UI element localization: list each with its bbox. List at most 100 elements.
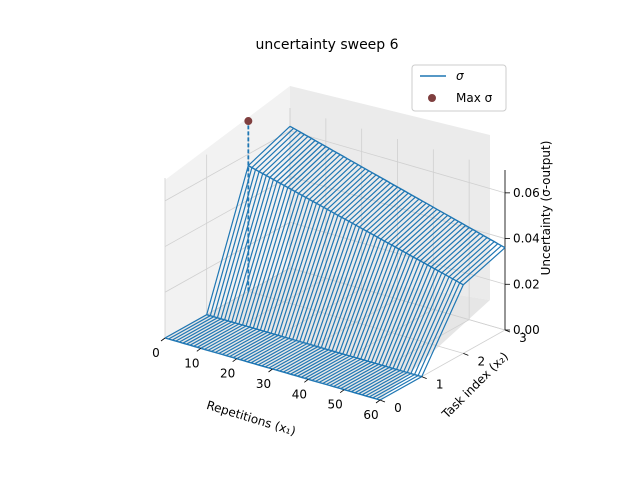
surface-wire-x1-59: [376, 245, 502, 400]
surface-wire-x1-14: [214, 154, 341, 354]
surface-wire-x1-56: [365, 239, 492, 397]
x-tick-label-4: 40: [292, 387, 307, 401]
surface-wire-x1-12: [207, 150, 334, 351]
surface-wire-x1-34: [286, 194, 413, 374]
x-tick-label-1: 10: [184, 356, 199, 370]
legend-label-max-sigma: Max σ: [456, 91, 493, 105]
x-tick-mark-1: [196, 348, 202, 352]
surface-wire-x1-40: [308, 206, 434, 380]
surface-wire-x1-37: [297, 200, 424, 377]
x-tick-mark-2: [232, 358, 237, 362]
grid-back-z-0: [289, 267, 506, 331]
surface-wire-x1-60: [379, 247, 506, 401]
surface-wire-x1-1: [168, 127, 295, 340]
surface-wire-x1-29: [268, 184, 395, 369]
surface-wire-x1-15: [218, 156, 345, 355]
legend-marker-swatch: [428, 94, 436, 102]
surface-wire-x1-53: [354, 233, 481, 394]
surface-wire-x1-23: [247, 172, 373, 363]
grid-left-z-2: [164, 176, 291, 247]
z-tick-label-0: 0.00: [513, 323, 540, 337]
surface-wire-x1-28: [265, 182, 391, 368]
legend: σ Max σ: [411, 64, 507, 112]
surface-wire-x1-43: [318, 212, 445, 383]
x-tick-mark-0: [160, 337, 166, 342]
surface-wire-x1-35: [290, 196, 416, 375]
surface-wire-x1-26: [257, 178, 384, 366]
y-tick-label-3: 3: [519, 331, 527, 345]
surface-wire-x1-54: [358, 235, 484, 395]
surface-wire-x1-45: [326, 216, 452, 386]
z-tick-label-3: 0.06: [513, 186, 540, 200]
surface-wire-x1-39: [304, 204, 431, 379]
surface-wire-x1-41: [311, 208, 438, 381]
surface-wire-x1-5: [182, 135, 309, 344]
surface-wire-x2-3: [289, 125, 506, 249]
surface-wire-x1-20: [236, 166, 363, 360]
surface-wire-x1-32: [279, 190, 406, 372]
surface-wire-x1-36: [293, 198, 420, 376]
grid-floor-y-2: [248, 290, 464, 354]
x-tick-mark-6: [375, 399, 381, 404]
surface-wire-x1-31: [275, 188, 402, 371]
surface-wire-x1-48: [336, 222, 463, 389]
surface-wire-x1-58: [372, 243, 499, 399]
surface-wire-x1-30: [272, 186, 398, 370]
surface-wire-x1-27: [261, 180, 388, 367]
surface-wire-x1-16: [222, 158, 348, 356]
axis-ticks: 0 10 20 30 40 50 60 0 1 2 30.00 0.02 0.04 0.06: [152, 186, 540, 422]
surface-wire-x1-33: [283, 192, 409, 373]
surface-wire-x1-21: [240, 168, 366, 361]
surface-wire-x1-10: [200, 146, 327, 349]
surface-wire-x1-9: [197, 144, 323, 348]
x-tick-mark-4: [304, 379, 309, 383]
chart-title: uncertainty sweep 6: [255, 37, 398, 53]
y-tick-label-2: 2: [478, 354, 486, 368]
y-tick-mark-0: [379, 399, 386, 403]
surface-wire-x1-44: [322, 214, 449, 385]
surface-wire-x1-8: [193, 142, 320, 347]
surface-wire-x1-50: [343, 227, 470, 391]
z-tick-label-2: 0.04: [513, 232, 540, 246]
surface-wire-x1-42: [315, 210, 441, 382]
surface-wire-x1-7: [189, 140, 316, 346]
surface-wire-x1-2: [171, 129, 298, 341]
surface-wire-x1-46: [329, 218, 456, 387]
surface-wire-x1-18: [229, 162, 355, 358]
surface-wire-x1-38: [300, 202, 427, 378]
surface-wire-x1-19: [232, 164, 359, 359]
max-sigma-marker: [244, 117, 253, 126]
surface-wire-x1-47: [333, 220, 459, 388]
surface-wire-x1-13: [211, 152, 338, 352]
x-tick-mark-3: [268, 368, 273, 373]
surface-wire-x1-49: [340, 225, 467, 390]
y-tick-label-0: 0: [394, 401, 402, 415]
x-tick-label-3: 30: [256, 377, 271, 391]
z-tick-label-1: 0.02: [513, 277, 540, 291]
grid-back-z-3: [289, 130, 506, 194]
x-tick-label-2: 20: [220, 367, 235, 381]
x-tick-label-0: 0: [152, 346, 160, 360]
y-tick-mark-1: [421, 376, 427, 380]
surface-wire-x1-4: [179, 133, 305, 343]
y-tick-mark-2: [463, 352, 469, 356]
surface-wire-x1-55: [361, 237, 488, 396]
surface-wire-x1-11: [204, 148, 330, 350]
surface-wire-x1-24: [250, 174, 377, 364]
surface-wire-x1-51: [347, 229, 474, 392]
x-tick-mark-5: [339, 389, 345, 393]
z-axis-label: Uncertainty (σ-output): [539, 141, 553, 276]
x-tick-label-5: 50: [328, 398, 343, 412]
surface-wire-x2-2: [247, 164, 464, 286]
y-tick-label-1: 1: [436, 378, 444, 392]
surface-wire-x1-3: [175, 131, 302, 342]
surface-wire-x1-17: [225, 160, 352, 357]
surface-series-sigma: [164, 117, 506, 401]
x-tick-label-6: 60: [363, 408, 378, 422]
surface-wire-x1-52: [351, 231, 477, 393]
surface-wire-x1-25: [254, 176, 381, 365]
surface-wire-x2-1: [206, 314, 422, 378]
legend-label-sigma: σ: [456, 69, 464, 83]
surface-wire-x1-22: [243, 170, 370, 362]
